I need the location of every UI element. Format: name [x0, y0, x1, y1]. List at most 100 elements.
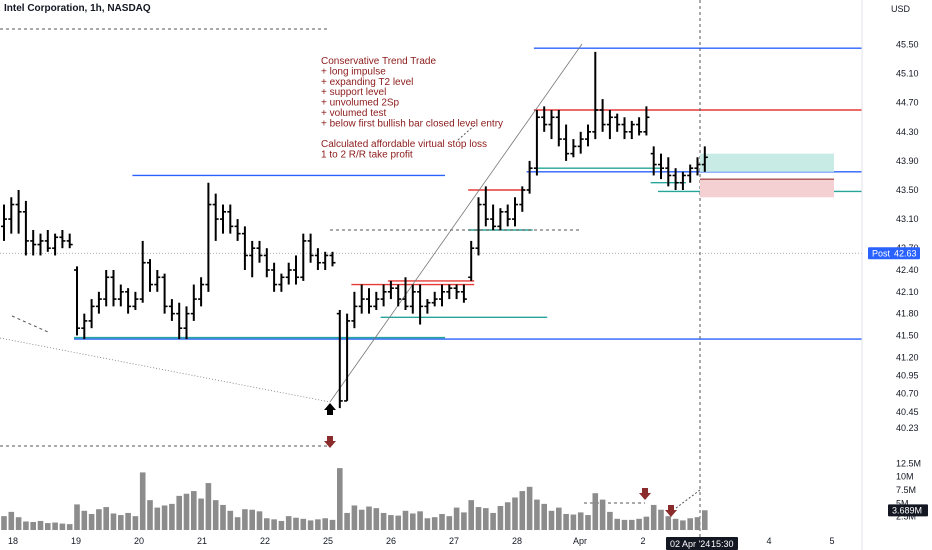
- ohlc-bar: [300, 233, 307, 281]
- ohlc-bar: [198, 277, 205, 307]
- ohlc-bar: [482, 186, 489, 227]
- volume-bar: [629, 519, 635, 530]
- price-tick-label: 44.70: [896, 98, 919, 108]
- ohlc-bar: [249, 240, 256, 278]
- ohlc-bar: [614, 113, 621, 132]
- ohlc-bar: [563, 124, 570, 161]
- ohlc-bar: [74, 266, 80, 336]
- risk-reward-zone[interactable]: [700, 153, 834, 198]
- volume-bar: [607, 511, 613, 530]
- ohlc-bar: [88, 299, 95, 329]
- ohlc-bar: [351, 291, 358, 329]
- volume-bar: [220, 504, 226, 530]
- price-tick-label: 45.10: [896, 69, 919, 79]
- volume-bar: [74, 504, 80, 530]
- time-tick-label: 27: [449, 536, 459, 546]
- price-tick-label: 41.50: [896, 330, 919, 340]
- annotation-line: 1 to 2 R/R take profit: [321, 150, 413, 161]
- volume-pointer: [675, 489, 701, 509]
- volume-bar: [81, 510, 88, 530]
- ohlc-bar: [241, 226, 248, 270]
- note-pointer: [457, 123, 477, 141]
- volume-axis: 12.5M 10M 7.5M 5M 2.5M3.689M: [888, 458, 928, 522]
- ohlc-bar: [271, 262, 278, 292]
- ohlc-bar: [621, 117, 628, 140]
- time-tick-label: 18: [8, 536, 18, 546]
- price-axis[interactable]: 45.5045.1044.7044.3043.9043.5043.1042.70…: [861, 0, 920, 550]
- volume-bar: [453, 507, 460, 530]
- ohlc-bar: [256, 240, 263, 263]
- volume-bar: [118, 515, 124, 530]
- volume-bar: [154, 507, 161, 530]
- volume-bar: [45, 523, 51, 530]
- trend-line-lower: [0, 337, 331, 403]
- ohlc-bar: [322, 251, 329, 270]
- down-arrow-icon: [639, 488, 651, 500]
- ohlc-bar: [658, 153, 664, 180]
- ohlc-bar: [694, 157, 701, 176]
- crosshair-time: 15:30: [711, 539, 734, 549]
- volume-bar: [125, 512, 131, 530]
- volume-bar: [103, 507, 109, 530]
- ohlc-bar: [190, 284, 197, 321]
- volume-bar: [643, 516, 650, 530]
- arrow-guide: [11, 315, 49, 333]
- ohlc-bar: [533, 110, 540, 176]
- ohlc-bar: [490, 204, 497, 230]
- volume-bar: [512, 497, 518, 530]
- volume-bar: [315, 519, 321, 530]
- crosshair-date-box: [666, 537, 738, 550]
- ohlc-bar: [409, 284, 416, 314]
- time-tick-label: 21: [197, 536, 207, 546]
- ohlc-bar: [577, 131, 584, 154]
- volume-bar: [147, 500, 153, 530]
- ohlc-bar: [541, 106, 548, 132]
- volume-bar: [431, 517, 438, 530]
- time-tick-label: 20: [134, 536, 144, 546]
- time-tick-label: 4: [766, 536, 771, 546]
- volume-bar: [424, 518, 431, 530]
- volume-bar: [373, 508, 380, 530]
- time-tick-label: 25: [323, 536, 333, 546]
- volume-bar: [702, 510, 708, 530]
- volume-bar: [680, 520, 686, 530]
- ohlc-bar: [380, 284, 387, 307]
- volume-bar: [59, 523, 66, 530]
- volume-bar: [519, 491, 526, 530]
- price-tick-label: 42.10: [896, 287, 919, 297]
- volume-bar: [293, 517, 299, 530]
- price-tick-label: 45.50: [896, 40, 919, 50]
- ohlc-bar: [453, 284, 460, 300]
- volume-bar: [351, 505, 358, 530]
- annotation-line: + volumed test: [321, 108, 387, 119]
- ohlc-bar: [526, 160, 533, 194]
- ohlc-bar: [643, 106, 650, 136]
- ohlc-bar: [373, 291, 380, 310]
- ohlc-bar: [585, 124, 591, 147]
- ohlc-bar: [650, 146, 657, 176]
- time-tick-label: 5: [829, 536, 834, 546]
- volume-bar: [227, 510, 234, 530]
- volume-bar: [139, 472, 146, 530]
- volume-bar: [388, 515, 394, 530]
- volume-bar: [344, 512, 350, 530]
- currency-label[interactable]: USD: [890, 4, 910, 14]
- volume-bar: [614, 518, 620, 530]
- ohlc-bar: [387, 280, 394, 300]
- annotation-line: + below first bullish bar closed level e…: [321, 118, 503, 129]
- ohlc-bar: [395, 284, 402, 307]
- ohlc-bar: [548, 110, 555, 140]
- volume-bar: [285, 516, 292, 530]
- ohlc-bar: [336, 310, 343, 409]
- chart-title: Intel Corporation, 1h, NASDAQ: [4, 3, 151, 14]
- volume-bar: [96, 509, 102, 530]
- volume-bar: [461, 512, 467, 530]
- trade-annotation[interactable]: Conservative Trend Trade+ long impulse+ …: [321, 56, 503, 161]
- post-label: Post: [872, 248, 891, 258]
- ohlc-bar: [446, 284, 453, 300]
- ohlc-bar: [679, 171, 686, 190]
- volume-bar: [490, 512, 496, 530]
- price-tick-label: 40.45: [896, 407, 919, 417]
- time-tick-label: 28: [512, 536, 522, 546]
